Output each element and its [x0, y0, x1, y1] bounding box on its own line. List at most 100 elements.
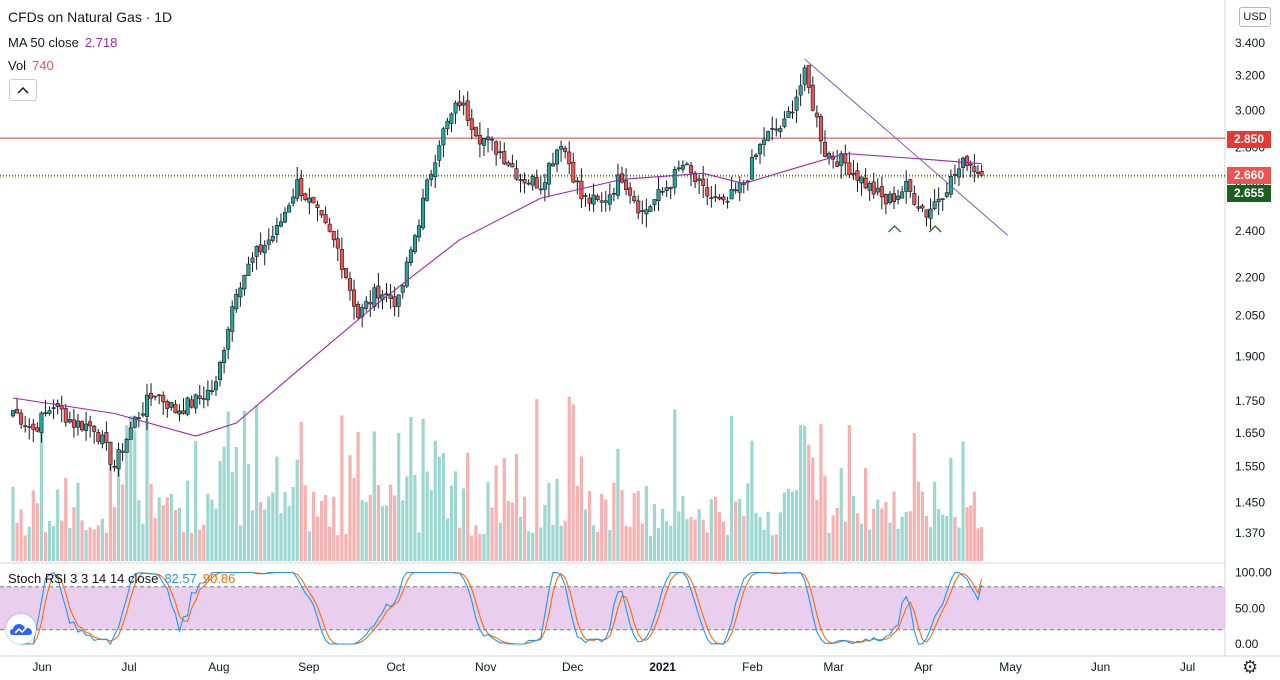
candle-body — [250, 257, 255, 263]
candle-body — [205, 389, 210, 401]
volume-bar — [449, 485, 454, 561]
volume-bar — [746, 483, 750, 561]
volume-bar — [275, 456, 279, 561]
volume-bar — [364, 502, 368, 561]
candle-body — [802, 67, 807, 85]
candle-body — [762, 139, 767, 145]
volume-bar — [730, 415, 734, 561]
tradingview-logo-icon[interactable] — [6, 614, 36, 644]
price-tick-label: 1.450 — [1235, 495, 1265, 509]
volume-bar — [145, 418, 149, 561]
volume-legend[interactable]: Vol 740 — [8, 58, 54, 73]
volume-bar — [713, 496, 717, 561]
candle-body — [859, 176, 864, 184]
volume-bar — [303, 485, 307, 561]
candle-body — [144, 394, 149, 417]
candle-body — [640, 210, 645, 212]
candle-body — [904, 180, 909, 192]
candle-body — [287, 205, 292, 213]
candle-body — [315, 204, 320, 209]
candle-body — [299, 178, 304, 196]
candles — [11, 64, 984, 477]
volume-bar — [47, 521, 52, 561]
volume-bar — [591, 525, 596, 561]
volume-bar — [522, 496, 527, 561]
volume-bar — [563, 520, 567, 561]
volume-bar — [202, 524, 206, 561]
volume-bar — [360, 500, 364, 561]
volume-bar — [238, 525, 242, 561]
time-tick-label: 2021 — [649, 660, 676, 674]
candle-body — [400, 285, 405, 293]
candle-body — [867, 183, 872, 191]
collapse-legend-button[interactable] — [9, 79, 37, 101]
volume-bar — [831, 515, 835, 561]
candle-body — [875, 187, 880, 193]
volume-bar — [458, 527, 462, 561]
candle-body — [835, 161, 840, 167]
candle-body — [559, 146, 564, 150]
volume-bar — [279, 513, 283, 561]
stoch-rsi-legend[interactable]: Stoch RSI 3 3 14 14 close 82.57 90.86 — [8, 571, 235, 586]
candle-body — [920, 205, 925, 209]
candle-body — [291, 196, 296, 204]
volume-bar — [953, 516, 957, 561]
candle-body — [770, 128, 775, 130]
candle-body — [100, 434, 105, 445]
volume-bar — [125, 425, 129, 561]
candle-body — [839, 153, 844, 166]
volume-bar — [198, 530, 202, 561]
volume-bar — [100, 518, 104, 561]
candle-body — [794, 96, 799, 111]
gear-icon[interactable]: ⚙ — [1242, 657, 1259, 677]
candle-body — [67, 418, 72, 423]
stoch-rsi-k-value: 82.57 — [164, 571, 197, 586]
candle-body — [871, 181, 876, 195]
stoch-band — [0, 586, 1225, 630]
volume-bar — [181, 531, 186, 561]
volume-bar — [39, 427, 44, 561]
candle-body — [603, 200, 608, 203]
candle-body — [672, 169, 677, 188]
volume-bar — [19, 509, 23, 561]
candle-body — [416, 225, 421, 238]
volume-bar — [835, 507, 839, 561]
volume-bar — [762, 529, 766, 561]
volume-bar — [665, 521, 669, 561]
volume-bar — [794, 490, 799, 561]
volume-bar — [928, 527, 933, 561]
volume-bar — [972, 491, 976, 561]
candle-body — [238, 287, 243, 298]
volume-bar — [734, 501, 738, 561]
candle-body — [39, 412, 44, 434]
time-tick-label: Jun — [1091, 660, 1110, 674]
volume-bar — [141, 523, 145, 561]
candle-body — [169, 401, 174, 408]
candle-body — [774, 128, 779, 131]
candle-body — [136, 417, 141, 419]
ma-legend[interactable]: MA 50 close 2.718 — [8, 35, 117, 50]
volume-bar — [194, 441, 198, 561]
volume-bar — [437, 456, 441, 561]
volume-bar — [413, 474, 417, 561]
candle-body — [47, 410, 52, 414]
candle-body — [477, 134, 482, 145]
candle-body — [822, 141, 827, 157]
stoch-rsi-label: Stoch RSI 3 3 14 14 close — [8, 571, 159, 586]
candle-body — [725, 200, 730, 203]
currency-button[interactable]: USD — [1239, 7, 1271, 27]
price-tick-label: 1.900 — [1235, 350, 1265, 364]
candle-body — [753, 154, 758, 157]
candle-body — [689, 165, 694, 174]
volume-bars — [11, 396, 984, 561]
candle-body — [851, 172, 856, 175]
candle-body — [611, 192, 616, 195]
volume-bar — [535, 399, 539, 561]
volume-bar — [872, 509, 876, 561]
symbol-title-text: CFDs on Natural Gas · 1D — [8, 9, 173, 25]
candle-body — [356, 303, 361, 318]
price-tick-label: 3.000 — [1235, 103, 1265, 117]
candle-body — [956, 168, 961, 178]
candle-body — [364, 301, 369, 309]
